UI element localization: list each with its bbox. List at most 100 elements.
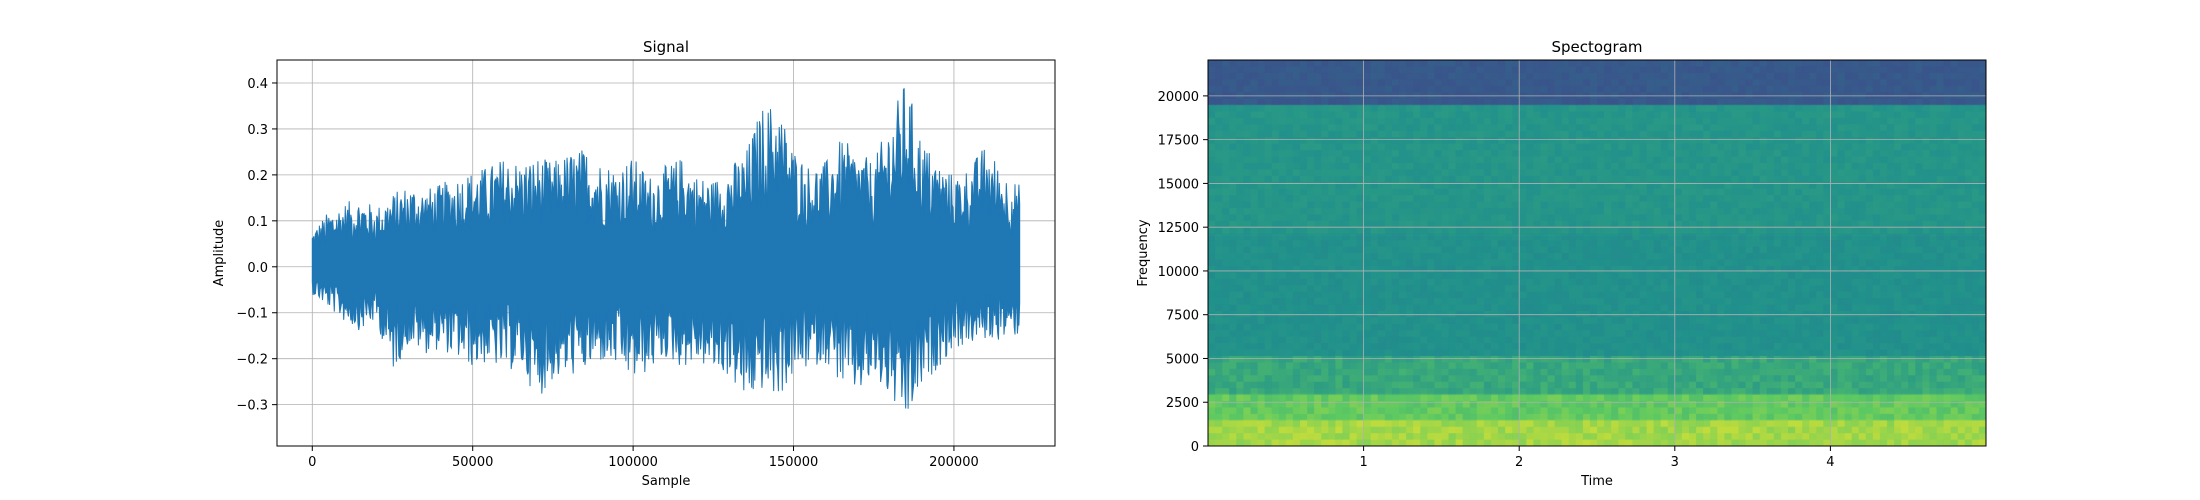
- spectrogram-cell: [1292, 362, 1301, 370]
- spectrogram-cell: [1391, 368, 1400, 376]
- spectrogram-cell: [1632, 362, 1641, 370]
- spectrogram-cell: [1646, 400, 1655, 408]
- spectrogram-cell: [1611, 124, 1619, 132]
- spectrogram-cell: [1476, 130, 1485, 138]
- spectrogram-cell: [1618, 336, 1626, 344]
- spectrogram-cell: [1420, 182, 1428, 190]
- spectrogram-cell: [1724, 426, 1732, 434]
- spectrogram-cell: [1505, 162, 1513, 170]
- spectrogram-cell: [1292, 400, 1301, 408]
- spectrogram-cell: [1738, 278, 1747, 286]
- spectrogram-cell: [1696, 259, 1704, 267]
- spectrogram-cell: [1278, 388, 1287, 396]
- spectrogram-cell: [1250, 117, 1259, 125]
- spectrogram-cell: [1307, 253, 1315, 261]
- spectrogram-cell: [1285, 336, 1294, 344]
- spectrogram-cell: [1490, 137, 1499, 145]
- spectrogram-cell: [1462, 150, 1471, 158]
- spectrogram-cell: [1264, 317, 1273, 325]
- spectrogram-cell: [1688, 233, 1697, 241]
- spectrogram-cell: [1724, 317, 1732, 325]
- spectrogram-cell: [1773, 439, 1782, 446]
- spectrogram-cell: [1413, 240, 1421, 248]
- spectrogram-cell: [1582, 162, 1591, 170]
- spectrogram-cell: [1370, 220, 1379, 228]
- spectrogram-cell: [1222, 291, 1230, 299]
- spectrogram-cell: [1611, 105, 1619, 113]
- spectrogram-cell: [1307, 137, 1315, 145]
- spectrogram-cell: [1512, 246, 1520, 254]
- spectrogram-cell: [1519, 137, 1527, 145]
- spectrogram-cell: [1363, 285, 1372, 293]
- spectrogram-cell: [1519, 336, 1527, 344]
- spectrogram-cell: [1413, 426, 1421, 434]
- spectrogram-cell: [1646, 375, 1655, 383]
- spectrogram-cell: [1526, 420, 1534, 428]
- spectrogram-cell: [1398, 85, 1407, 93]
- spectrogram-cell: [1582, 220, 1591, 228]
- spectrogram-cell: [1342, 285, 1351, 293]
- spectrogram-cell: [1738, 105, 1747, 113]
- spectrogram-cell: [1420, 124, 1428, 132]
- spectrogram-cell: [1519, 413, 1527, 421]
- spectrogram-cell: [1490, 381, 1499, 389]
- spectrogram-cell: [1519, 156, 1527, 164]
- spectrogram-cell: [1759, 246, 1768, 254]
- spectrogram-cell: [1441, 439, 1450, 446]
- spectrogram-cell: [1688, 355, 1697, 363]
- spectrogram-cell: [1611, 330, 1619, 338]
- spectrogram-cell: [1434, 201, 1442, 209]
- spectrogram-cell: [1271, 343, 1280, 351]
- spectrogram-cell: [1519, 355, 1527, 363]
- spectrogram-cell: [1611, 214, 1619, 222]
- spectrogram-cell: [1370, 343, 1379, 351]
- spectrogram-cell: [1342, 233, 1351, 241]
- spectrogram-cell: [1208, 407, 1216, 415]
- spectrogram-cell: [1370, 323, 1379, 331]
- spectrogram-cell: [1476, 265, 1485, 273]
- spectrogram-cell: [1731, 195, 1740, 203]
- spectrogram-cell: [1215, 66, 1223, 74]
- spectrogram-cell: [1597, 169, 1605, 177]
- spectrogram-cell: [1229, 72, 1237, 80]
- spectrogram-cell: [1519, 66, 1527, 74]
- spectrogram-cell: [1363, 439, 1372, 446]
- spectrogram-cell: [1611, 246, 1619, 254]
- spectrogram-cell: [1731, 117, 1740, 125]
- spectrogram-cell: [1766, 175, 1775, 183]
- spectrogram-cell: [1696, 343, 1704, 351]
- spectrogram-cell: [1462, 66, 1471, 74]
- spectrogram-cell: [1505, 227, 1513, 235]
- spectrogram-cell: [1363, 150, 1372, 158]
- spectrogram-cell: [1660, 188, 1669, 196]
- spectrogram-cell: [1497, 388, 1506, 396]
- spectrogram-cell: [1766, 323, 1775, 331]
- spectrogram-cell: [1554, 195, 1563, 203]
- spectrogram-cell: [1667, 368, 1676, 376]
- spectrogram-cell: [1759, 201, 1768, 209]
- spectrogram-cell: [1406, 156, 1414, 164]
- spectrogram-cell: [1314, 111, 1322, 119]
- spectrogram-cell: [1660, 175, 1669, 183]
- spectrogram-cell: [1752, 162, 1761, 170]
- spectrogram-cell: [1476, 349, 1485, 357]
- spectrogram-cell: [1540, 259, 1549, 267]
- spectrogram-cell: [1745, 201, 1754, 209]
- spectrogram-cell: [1292, 156, 1301, 164]
- spectrogram-cell: [1335, 169, 1343, 177]
- spectrogram-cell: [1476, 227, 1485, 235]
- spectrogram-cell: [1342, 381, 1351, 389]
- spectrogram-cell: [1285, 304, 1294, 312]
- spectrogram-cell: [1370, 66, 1379, 74]
- spectrogram-cell: [1257, 336, 1266, 344]
- spectrogram-cell: [1681, 66, 1690, 74]
- spectrogram-cell: [1738, 85, 1747, 93]
- spectrogram-cell: [1342, 169, 1351, 177]
- spectrogram-cell: [1377, 214, 1386, 222]
- spectrogram-cell: [1688, 85, 1697, 93]
- spectrogram-cell: [1384, 362, 1393, 370]
- spectrogram-cell: [1597, 285, 1605, 293]
- spectrogram-cell: [1427, 298, 1435, 306]
- spectrogram-cell: [1243, 343, 1252, 351]
- spectrogram-cell: [1667, 207, 1676, 215]
